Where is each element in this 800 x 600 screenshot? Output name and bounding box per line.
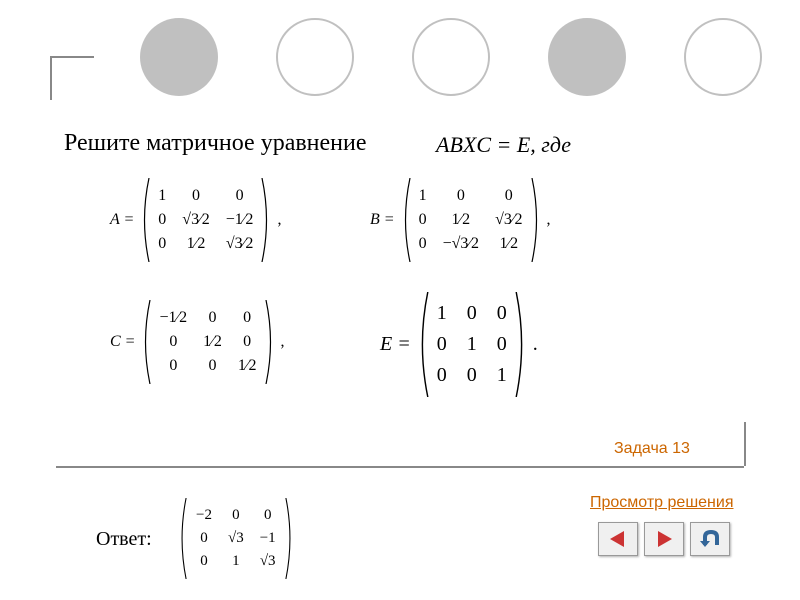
problem-equation: ABXC = E, где: [436, 132, 571, 158]
matrix-C-label: C =: [110, 333, 135, 351]
matrix-B-table: 100 01⁄2√3⁄2 0−√3⁄21⁄2: [411, 184, 531, 256]
matrix-E: E = 100 010 001 .: [380, 292, 538, 397]
decor-circle: [276, 18, 354, 96]
matrix-E-table: 100 010 001: [427, 298, 517, 391]
matrix-B-suffix: ,: [547, 211, 551, 229]
frame-corner-right: [744, 422, 746, 466]
matrix-A-suffix: ,: [277, 211, 281, 229]
triangle-left-icon: [608, 530, 628, 548]
matrix-C-suffix: ,: [281, 333, 285, 351]
view-solution-link[interactable]: Просмотр решения: [590, 494, 733, 512]
triangle-right-icon: [654, 530, 674, 548]
matrix-A-table: 100 0√3⁄2−1⁄2 01⁄2√3⁄2: [150, 184, 261, 256]
matrix-E-suffix: .: [533, 333, 538, 356]
frame-corner-top: [50, 56, 94, 58]
divider-line: [56, 466, 744, 468]
task-label: Задача 13: [614, 440, 690, 458]
answer-matrix-table: −200 0√3−1 01√3: [188, 504, 284, 573]
matrix-B-label: B =: [370, 211, 395, 229]
matrix-B: B = 100 01⁄2√3⁄2 0−√3⁄21⁄2 ,: [370, 178, 551, 262]
nav-buttons: [598, 522, 730, 556]
prev-button[interactable]: [598, 522, 638, 556]
answer-matrix: −200 0√3−1 01√3: [178, 498, 294, 579]
next-button[interactable]: [644, 522, 684, 556]
problem-prompt: Решите матричное уравнение: [64, 130, 367, 157]
answer-label: Ответ:: [96, 528, 152, 551]
matrix-E-label: E =: [380, 333, 411, 356]
decor-circle: [140, 18, 218, 96]
matrix-C-table: −1⁄200 01⁄20 001⁄2: [151, 306, 264, 378]
u-turn-icon: [698, 529, 722, 549]
frame-corner-left: [50, 56, 52, 100]
matrix-C: C = −1⁄200 01⁄20 001⁄2 ,: [110, 300, 285, 384]
decor-circle: [548, 18, 626, 96]
matrix-A: A = 100 0√3⁄2−1⁄2 01⁄2√3⁄2 ,: [110, 178, 281, 262]
decor-circle: [684, 18, 762, 96]
return-button[interactable]: [690, 522, 730, 556]
matrix-A-label: A =: [110, 211, 134, 229]
decor-circle: [412, 18, 490, 96]
